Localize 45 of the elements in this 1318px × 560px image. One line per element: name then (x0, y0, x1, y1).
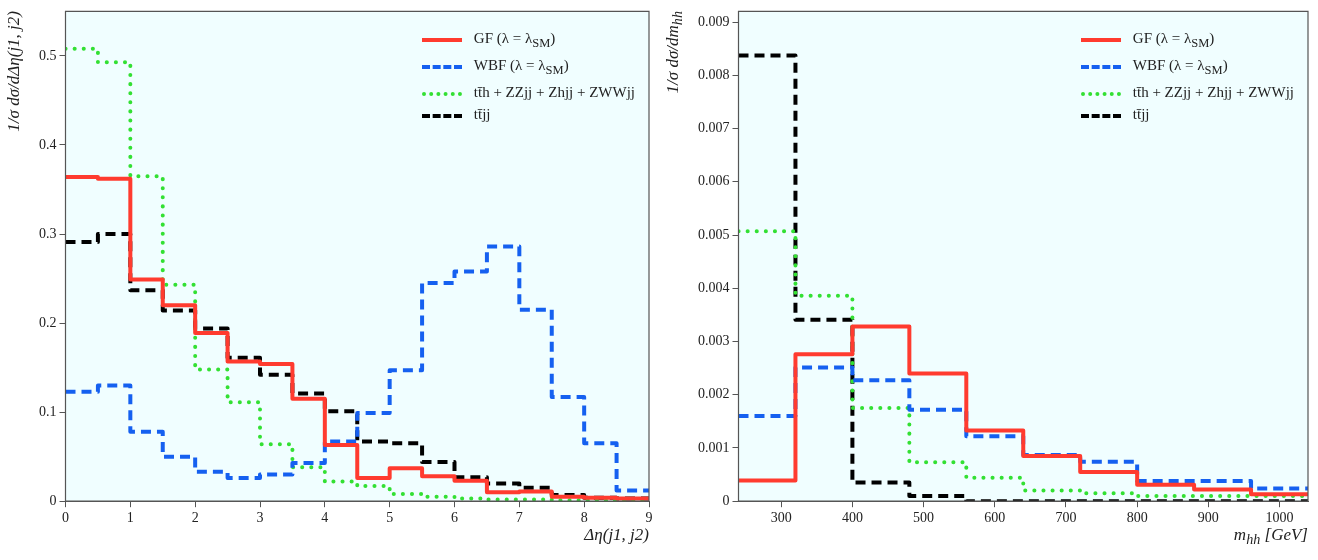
y-tick-label: 0 (722, 492, 730, 508)
legend-label: tt̄jj (473, 106, 491, 123)
legend-label: tt̄h + ZZjj + Zhjj + ZWWjj (473, 84, 635, 101)
x-tick-label: 500 (913, 510, 935, 526)
x-tick-label: 1 (126, 510, 134, 526)
legend-label: GF (λ = λ$_{SM}$) (473, 30, 556, 51)
x-tick-label: 400 (841, 510, 863, 526)
y-tick-label: 0.002 (698, 386, 730, 402)
y-tick-label: 0.003 (698, 333, 730, 349)
x-tick-label: 600 (984, 510, 1006, 526)
y-tick-label: 0.008 (698, 66, 730, 82)
x-tick-label: 0 (62, 510, 69, 526)
legend-label: GF (λ = λ$_{SM}$) (1132, 30, 1215, 51)
legend-label: WBF (λ = λ$_{SM}$) (473, 57, 569, 78)
y-tick-label: 0.3 (39, 225, 57, 241)
y-tick-label: 0.001 (698, 439, 730, 455)
x-tick-label: 6 (451, 510, 458, 526)
x-tick-label: 4 (321, 510, 329, 526)
x-tick-label: 8 (580, 510, 588, 526)
x-tick-label: 300 (770, 510, 792, 526)
y-tick-label: 0.1 (39, 403, 57, 419)
y-tick-label: 0 (49, 492, 57, 508)
x-tick-label: 3 (256, 510, 264, 526)
x-tick-label: 1000 (1265, 510, 1294, 526)
x-tick-label: 9 (645, 510, 653, 526)
y-tick-label: 0.007 (698, 120, 730, 136)
y-tick-label: 0.4 (39, 136, 57, 152)
y-tick-label: 0.004 (698, 279, 730, 295)
x-axis-title: m$_{hh}$ [GeV] (1233, 525, 1308, 549)
y-axis-title: 1/σ dσ/dΔη(j1, j2) (4, 11, 24, 133)
x-tick-label: 5 (386, 510, 394, 526)
x-tick-label: 2 (191, 510, 199, 526)
y-tick-label: 0.5 (39, 47, 57, 63)
y-tick-label: 0.009 (698, 13, 730, 29)
x-tick-label: 900 (1197, 510, 1219, 526)
legend-label: WBF (λ = λ$_{SM}$) (1132, 57, 1228, 78)
x-tick-label: 7 (515, 510, 523, 526)
legend-label: tt̄h + ZZjj + Zhjj + ZWWjj (1132, 84, 1294, 101)
x-tick-label: 800 (1126, 510, 1148, 526)
y-tick-label: 0.2 (39, 314, 57, 330)
legend-label: tt̄jj (1132, 106, 1150, 123)
x-axis-title: Δη(j1, j2) (584, 525, 649, 546)
y-tick-label: 0.005 (698, 226, 730, 242)
y-tick-label: 0.006 (698, 173, 730, 189)
x-tick-label: 700 (1055, 510, 1077, 526)
